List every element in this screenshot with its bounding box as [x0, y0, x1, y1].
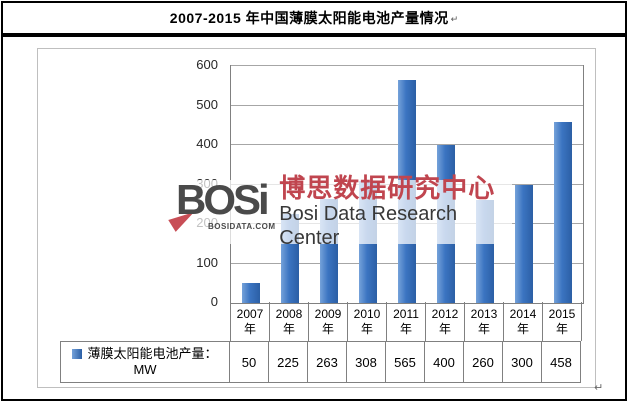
x-axis-category-cell: 2015 年 — [543, 302, 582, 341]
legend-color-swatch-icon — [72, 349, 83, 359]
watermark-english-text: Bosi Data Research Center — [279, 203, 458, 249]
paragraph-mark-icon: ↵ — [450, 13, 459, 24]
x-axis-category-cell: 2010 年 — [348, 302, 387, 341]
bar — [554, 122, 573, 303]
x-axis-category-cell: 2012 年 — [426, 302, 465, 341]
logo-subtext: BOSIDATA.COM — [208, 222, 276, 231]
watermark-text: 博思数据研究中心 Bosi Data Research Center — [279, 174, 512, 250]
page-title: 2007-2015 年中国薄膜太阳能电池产量情况 — [169, 10, 449, 26]
watermark: BOSi BOSIDATA.COM 博思数据研究中心 Bosi Data Res… — [168, 174, 512, 249]
data-table-values-row: 薄膜太阳能电池产量： MW 50 225 263 308 565 400 260 300 458 — [60, 341, 581, 383]
x-axis-category-row: 2007 年 2008 年 2009 年 2010 年 2011 年 2012 年 2013 年 2014 年… — [230, 302, 582, 341]
y-tick-label: 500 — [196, 96, 218, 112]
chart-title-box: 2007-2015 年中国薄膜太阳能电池产量情况 ↵ — [1, 1, 627, 35]
data-table-value-cell: 308 — [347, 342, 386, 382]
logo-text: BOSi — [176, 176, 270, 223]
watermark-chinese-text: 博思数据研究中心 — [279, 173, 496, 203]
data-table-value-cell: 225 — [269, 342, 308, 382]
x-axis-category-cell: 2013 年 — [465, 302, 504, 341]
y-tick-label: 100 — [196, 254, 218, 270]
x-axis-category-cell: 2008 年 — [270, 302, 309, 341]
bar — [515, 184, 534, 303]
y-tick-label: 400 — [196, 136, 218, 151]
bar-chart: 0100200300400500600 2007年2008年2009年2010年… — [37, 48, 596, 388]
x-axis-category-cell: 2011 年 — [387, 302, 426, 341]
x-axis-category-cell: 2014 年 — [504, 302, 543, 341]
data-table-value-cell: 300 — [503, 342, 542, 382]
y-tick-label: 0 — [210, 294, 218, 309]
bar — [241, 283, 260, 303]
x-axis-category-cell: 2007 年 — [230, 302, 270, 341]
data-table-value-cell: 458 — [550, 354, 572, 370]
bosi-logo-icon: BOSi BOSIDATA.COM — [168, 176, 276, 242]
data-table-value-cell: 260 — [464, 342, 503, 382]
legend-label-line2: MW — [133, 362, 157, 377]
gridline — [231, 65, 583, 66]
data-table-value-cell: 50 — [230, 342, 269, 382]
x-axis-category-cell: 2009 年 — [309, 302, 348, 341]
data-table-value-cell: 400 — [425, 342, 464, 382]
data-table-value-cell: 263 — [308, 342, 347, 382]
y-tick-label: 600 — [196, 57, 218, 72]
data-table-value-cell: 565 — [386, 342, 425, 382]
end-paragraph-mark-icon: ↵ — [594, 382, 604, 394]
legend-cell: 薄膜太阳能电池产量： MW — [61, 342, 230, 382]
legend-label-line1: 薄膜太阳能电池产量： — [87, 346, 218, 361]
